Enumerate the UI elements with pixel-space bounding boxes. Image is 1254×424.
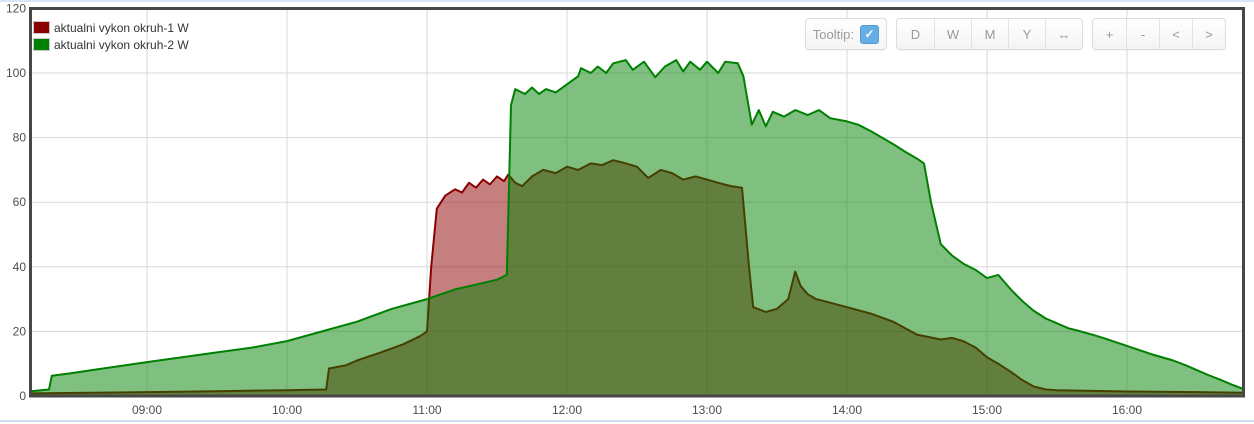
zoom-in-button[interactable]: + <box>1105 26 1114 42</box>
x-tick-label: 13:00 <box>692 403 722 417</box>
panel-bottom-border <box>0 420 1254 422</box>
fit-range-arrow-button[interactable]: ↔ <box>1045 19 1082 49</box>
chart-legend: aktualni vykon okruh-1 W aktualni vykon … <box>33 19 189 53</box>
area-series-2 <box>30 60 1244 396</box>
zoom-button-group: + - < > <box>1092 18 1226 50</box>
tooltip-checkbox[interactable]: ✓ <box>860 24 879 44</box>
legend-item-okruh-1: aktualni vykon okruh-1 W <box>33 19 189 36</box>
tooltip-toggle-group: Tooltip: ✓ <box>804 18 887 50</box>
range-year-button[interactable]: Y <box>1008 19 1045 49</box>
y-tick-label: 60 <box>13 195 27 209</box>
line-series-2 <box>30 59 1244 393</box>
y-tick-label: 120 <box>6 1 26 15</box>
range-week-button[interactable]: W <box>934 19 971 49</box>
range-day-button[interactable]: D <box>910 26 921 42</box>
range-month-button[interactable]: M <box>971 19 1008 49</box>
panel-top-border <box>0 0 1254 2</box>
y-tick-label: 40 <box>13 260 27 274</box>
x-tick-label: 15:00 <box>972 403 1002 417</box>
y-tick-label: 0 <box>19 389 26 403</box>
x-tick-label: 16:00 <box>1112 403 1142 417</box>
x-tick-label: 09:00 <box>132 403 162 417</box>
zoom-out-button[interactable]: - <box>1126 19 1159 49</box>
chart-toolbar: Tooltip: ✓ D W M Y ↔ + - < > <box>804 18 1226 50</box>
legend-label-okruh-1: aktualni vykon okruh-1 W <box>54 20 189 35</box>
legend-item-okruh-2: aktualni vykon okruh-2 W <box>33 36 189 53</box>
legend-swatch-okruh-1 <box>33 21 50 34</box>
pan-left-button[interactable]: < <box>1159 19 1192 49</box>
y-tick-label: 20 <box>13 324 27 338</box>
y-tick-label: 80 <box>13 131 27 145</box>
legend-swatch-okruh-2 <box>33 38 50 51</box>
plot-border <box>29 7 1245 398</box>
range-button-group: D W M Y ↔ <box>896 18 1083 50</box>
y-tick-label: 100 <box>6 66 26 80</box>
checkmark-icon: ✓ <box>864 27 875 41</box>
x-tick-label: 11:00 <box>412 403 441 417</box>
legend-label-okruh-2: aktualni vykon okruh-2 W <box>54 37 189 52</box>
pan-right-button[interactable]: > <box>1192 19 1225 49</box>
x-tick-label: 14:00 <box>832 403 862 417</box>
x-tick-label: 10:00 <box>272 403 302 417</box>
tooltip-label: Tooltip: <box>812 26 854 42</box>
x-tick-label: 12:00 <box>552 403 582 417</box>
